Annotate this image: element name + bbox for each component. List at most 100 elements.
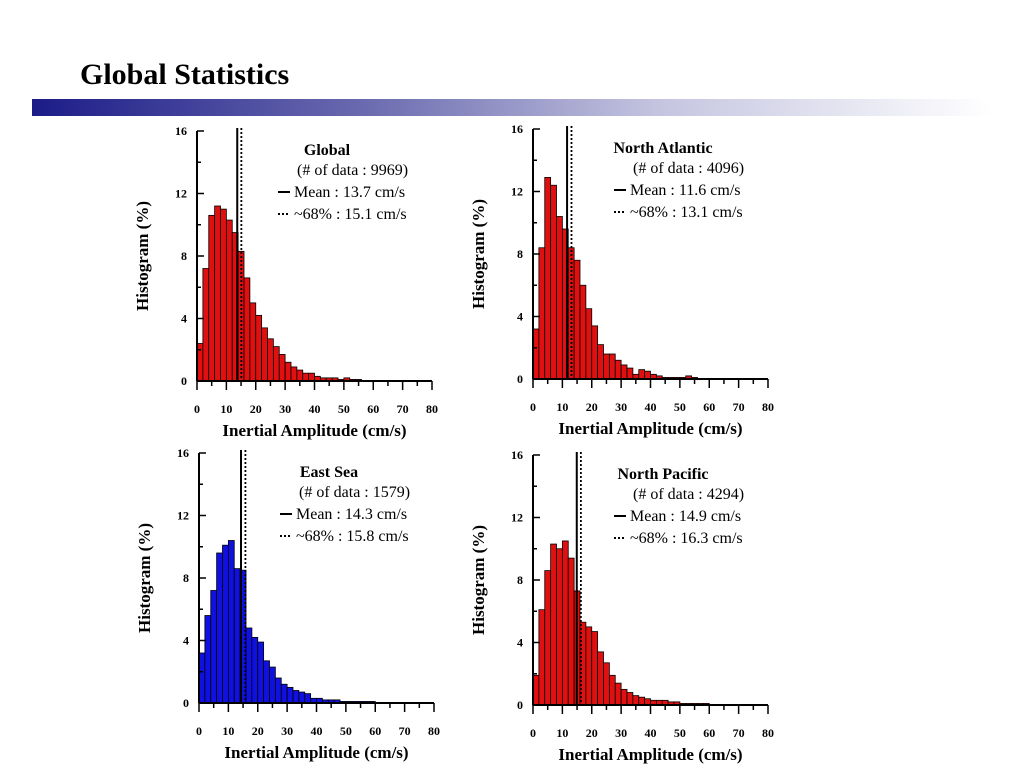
legend-pct68-label: ~68% : 15.8 cm/s [296,528,409,545]
x-tick-label: 80 [762,400,774,414]
histogram-bar [263,660,270,704]
histogram-bar [290,366,298,382]
histogram-bar [620,364,628,380]
y-tick-label: 4 [517,636,523,650]
y-tick-label: 12 [175,187,187,201]
histogram-bar [567,557,575,706]
histogram-bar [251,636,259,704]
x-tick-label: 60 [703,726,715,740]
histogram-bar [243,277,251,382]
x-tick-label: 0 [196,724,202,738]
x-tick-label: 80 [428,724,440,738]
histogram-bar [544,570,552,706]
histogram-bar [284,361,292,382]
x-tick-label: 20 [252,724,264,738]
x-tick-label: 70 [399,724,411,738]
x-tick-label: 30 [615,726,627,740]
histogram-north-pacific: 0 4 8 12 16 0 10 20 30 40 50 60 70 80 North Pacific (… [446,442,776,764]
legend-mean-label: Mean : 11.6 cm/s [630,182,741,199]
histogram-bar [225,219,233,382]
y-tick-label: 12 [177,509,189,523]
histogram-bar [298,691,306,704]
y-tick-label: 8 [517,247,523,261]
slide-title: Global Statistics [80,58,290,91]
histogram-bar [608,353,616,380]
y-tick-label: 12 [511,511,523,525]
x-tick-label: 80 [762,726,774,740]
y-tick-label: 8 [181,249,187,263]
histogram-bar [292,690,300,704]
histogram-bar [255,314,263,382]
x-tick-label: 40 [645,726,657,740]
histogram-north-pacific-svg: 0 4 8 12 16 0 10 20 30 40 50 60 70 80 North Pacific (… [469,448,774,764]
histogram-bar [304,693,312,704]
histogram-bar [579,284,587,380]
histogram-bar [544,177,552,380]
histogram-bar [214,205,221,382]
histogram-bar [573,259,581,380]
x-tick-label: 70 [733,400,745,414]
histogram-bar [626,367,634,380]
y-tick-label: 8 [183,571,189,585]
histogram-bar [550,543,557,706]
x-tick-label: 10 [556,400,568,414]
histogram-bar [210,590,218,704]
x-tick-label: 70 [397,402,409,416]
y-tick-label: 12 [511,185,523,199]
histogram-bar [561,540,569,706]
x-tick-label: 10 [222,724,234,738]
y-tick-label: 0 [517,698,523,712]
chart-title: Global [304,142,351,159]
histogram-bar [556,548,563,706]
y-tick-label: 0 [517,372,523,386]
histogram-bar [204,615,212,704]
histogram-bar [550,184,557,380]
histogram-bar [222,544,229,704]
legend-pct68-label: ~68% : 15.1 cm/s [294,206,407,223]
histogram-bar [632,695,640,706]
x-tick-label: 50 [674,400,686,414]
histogram-bar [245,627,253,704]
histogram-bar [538,247,546,380]
histogram-bar [274,677,282,704]
legend-pct68-label: ~68% : 16.3 cm/s [630,530,743,547]
x-tick-label: 50 [340,724,352,738]
y-axis-label: Histogram (%) [133,201,152,311]
histogram-bar [261,327,268,382]
histogram-bar [614,359,622,380]
histogram-bar [308,372,315,382]
x-tick-label: 20 [586,726,598,740]
x-axis-label: Inertial Amplitude (cm/s) [224,743,408,762]
x-tick-label: 10 [220,402,232,416]
histogram-bar [302,372,310,382]
x-tick-label: 30 [281,724,293,738]
data-count-label: (# of data : 1579) [299,484,410,501]
y-axis-label: Histogram (%) [469,525,488,635]
x-tick-label: 0 [530,726,536,740]
histogram-bar [603,662,610,706]
histogram-global-svg: 0 4 8 12 16 0 10 20 30 40 50 60 70 80 Global (# of da… [133,124,438,440]
x-tick-label: 0 [530,400,536,414]
histogram-bar [216,552,223,704]
legend-pct68-label: ~68% : 13.1 cm/s [630,204,743,221]
histogram-bar [233,568,241,704]
y-tick-label: 4 [183,634,189,648]
histogram-bar [267,338,274,382]
data-count-label: (# of data : 9969) [297,162,408,179]
chart-title: North Pacific [617,466,708,483]
y-axis-label: Histogram (%) [135,523,154,633]
histogram-bar [278,354,286,382]
histogram-bar [585,626,593,706]
legend-mean-label: Mean : 13.7 cm/s [294,184,405,201]
x-axis-label: Inertial Amplitude (cm/s) [558,419,742,438]
histogram-bar [538,609,546,706]
x-tick-label: 40 [645,400,657,414]
y-tick-label: 8 [517,573,523,587]
histogram-bar [597,344,604,380]
histogram-bar [597,651,604,706]
data-count-label: (# of data : 4096) [633,160,744,177]
y-axis-label: Histogram (%) [469,199,488,309]
y-tick-label: 0 [181,374,187,388]
y-tick-label: 4 [517,310,523,324]
